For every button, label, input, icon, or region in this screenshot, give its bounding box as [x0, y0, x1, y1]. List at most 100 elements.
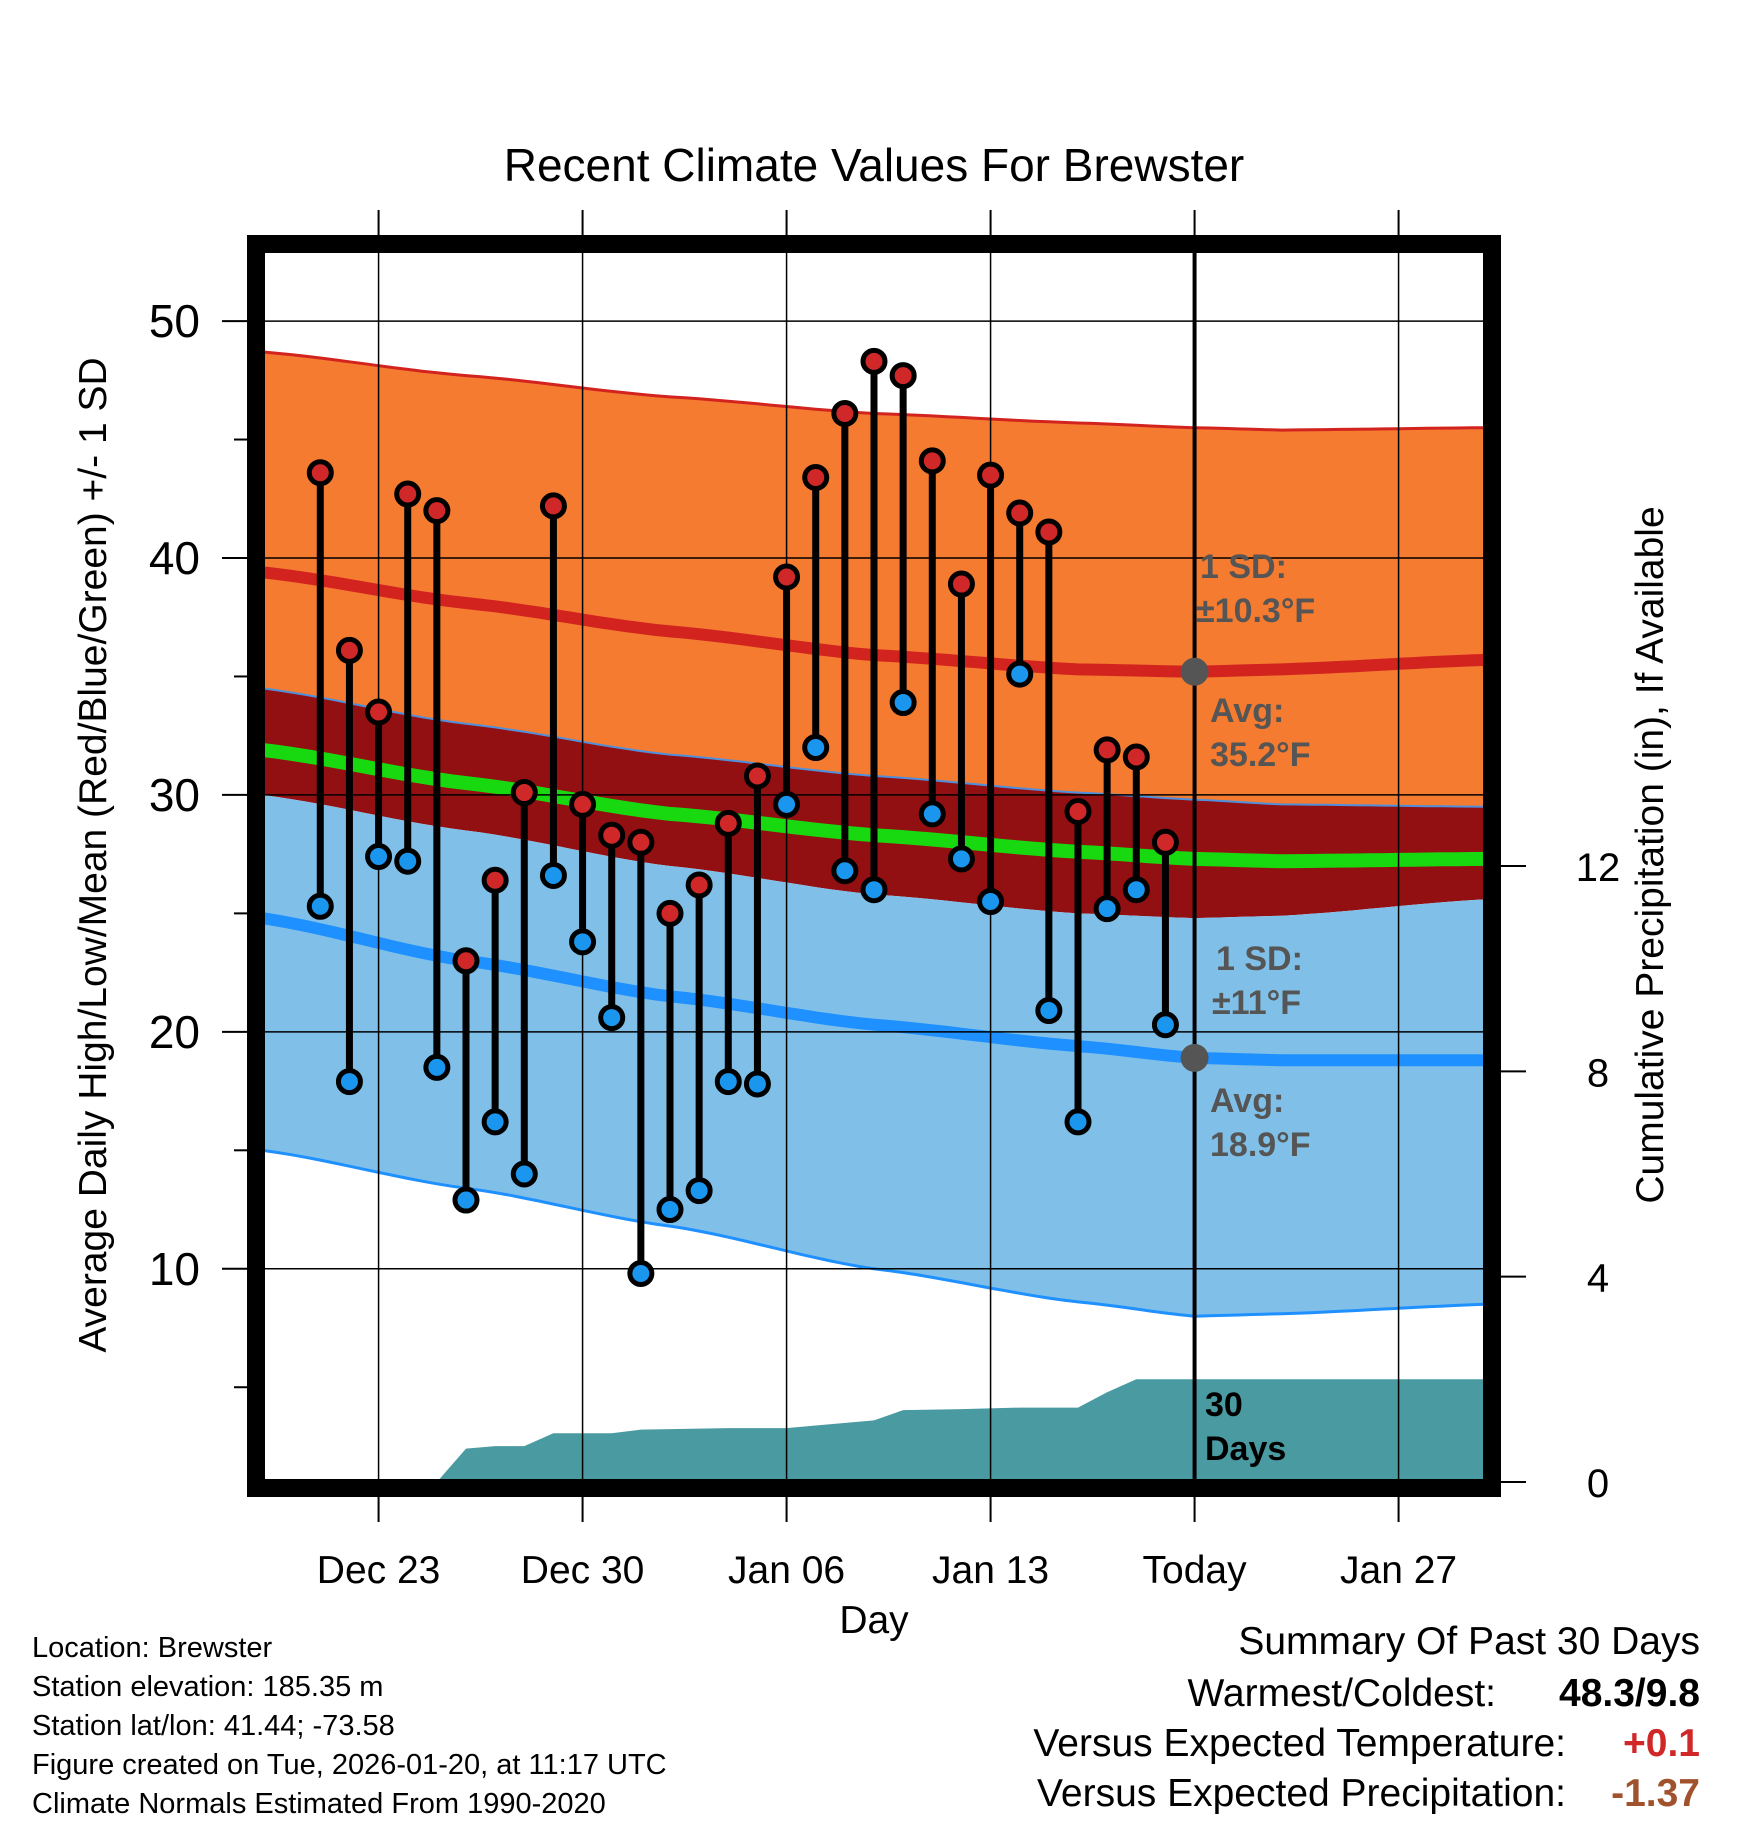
observed-high-point: [831, 399, 859, 427]
info-created: Figure created on Tue, 2026-01-20, at 11…: [32, 1749, 667, 1781]
observed-low-point: [947, 845, 975, 873]
y2-tick-label: 12: [1576, 846, 1621, 890]
observed-high-point: [598, 821, 626, 849]
summary-warmest-value: 48.3/9.8: [1559, 1672, 1700, 1715]
observed-low-point: [1122, 876, 1150, 904]
y2-tick-label: 0: [1587, 1462, 1609, 1506]
observed-high-point: [918, 447, 946, 475]
x-axis-label: Day: [839, 1599, 909, 1642]
observed-high-point: [1093, 736, 1121, 764]
observed-low-point: [365, 843, 393, 871]
observed-high-point: [481, 866, 509, 894]
observed-low-point: [685, 1177, 713, 1205]
high-sd-value: ±10.3°F: [1196, 592, 1315, 630]
summary-warmest-label: Warmest/Coldest:: [1187, 1672, 1496, 1715]
high-avg-value: 35.2°F: [1210, 736, 1311, 774]
observed-low-point: [860, 876, 888, 904]
observed-high-point: [510, 779, 538, 807]
observed-low-point: [743, 1070, 771, 1098]
observed-low-point: [1035, 997, 1063, 1025]
x-tick-label: Jan 27: [1340, 1549, 1457, 1592]
observed-low-point: [1064, 1108, 1092, 1136]
x-tick-label: Today: [1143, 1549, 1248, 1592]
observed-low-point: [918, 800, 946, 828]
summary-precip-label: Versus Expected Precipitation:: [1037, 1772, 1566, 1815]
observed-high-point: [1006, 499, 1034, 527]
observed-low-point: [569, 928, 597, 956]
observed-high-point: [860, 347, 888, 375]
observed-low-point: [1151, 1011, 1179, 1039]
observed-high-point: [335, 636, 363, 664]
observed-low-point: [714, 1068, 742, 1096]
precipitation-area: [262, 1379, 1486, 1482]
observations: [306, 347, 1179, 1288]
observed-high-point: [685, 871, 713, 899]
observed-low-point: [452, 1186, 480, 1214]
x-tick-label: Dec 23: [317, 1549, 441, 1592]
annotations: 1 SD: ±10.3°F Avg: 35.2°F 1 SD: ±11°F Avg: 18.9…: [1180, 548, 1315, 1468]
observed-low-point: [394, 847, 422, 875]
y-tick-label: 50: [149, 295, 200, 347]
y2-axis-label: Cumulative Precipitation (in), If Availa…: [1629, 506, 1672, 1203]
y-tick-label: 20: [149, 1006, 200, 1058]
observed-high-point: [627, 828, 655, 856]
observed-high-point: [1035, 518, 1063, 546]
y-tick-label: 40: [149, 532, 200, 584]
low-avg-value: 18.9°F: [1210, 1126, 1311, 1164]
observed-low-point: [510, 1160, 538, 1188]
observed-low-point: [977, 888, 1005, 916]
observed-high-point: [802, 463, 830, 491]
observed-high-point: [423, 497, 451, 525]
low-sd-value: ±11°F: [1212, 984, 1301, 1022]
observed-high-point: [714, 809, 742, 837]
axes: 10 20 30 40 50 0 4 8 12 Dec 23 Dec 30 Jan 06 Jan 13 T…: [149, 210, 1620, 1592]
observed-high-point: [656, 899, 684, 927]
info-latlon: Station lat/lon: 41.44; -73.58: [32, 1710, 395, 1742]
observed-low-point: [539, 861, 567, 889]
x-tick-label: Jan 13: [932, 1549, 1049, 1592]
summary-temp-value: +0.1: [1623, 1722, 1700, 1765]
high-avg-label: Avg:: [1210, 692, 1284, 730]
y-tick-label: 30: [149, 769, 200, 821]
observed-low-point: [598, 1004, 626, 1032]
observed-high-point: [743, 762, 771, 790]
observed-high-point: [394, 480, 422, 508]
observed-low-point: [656, 1196, 684, 1224]
observed-low-point: [481, 1108, 509, 1136]
y2-tick-label: 4: [1587, 1257, 1609, 1301]
observed-high-point: [452, 947, 480, 975]
precip-days-number: 30: [1205, 1386, 1243, 1424]
x-tick-label: Dec 30: [521, 1549, 645, 1592]
observed-high-point: [1064, 798, 1092, 826]
low-sd-band: [262, 794, 1486, 1317]
observed-high-point: [365, 698, 393, 726]
observed-high-point: [947, 570, 975, 598]
observed-low-point: [1093, 895, 1121, 923]
low-avg-today-dot: [1180, 1043, 1209, 1072]
observed-low-point: [423, 1053, 451, 1081]
observed-low-point: [335, 1068, 363, 1096]
y2-tick-label: 8: [1587, 1051, 1609, 1095]
observed-high-point: [539, 492, 567, 520]
observed-high-point: [977, 461, 1005, 489]
observed-low-point: [306, 892, 334, 920]
high-sd-label: 1 SD:: [1200, 548, 1287, 586]
summary-precip-value: -1.37: [1611, 1772, 1700, 1815]
x-tick-label: Jan 06: [728, 1549, 845, 1592]
low-avg-label: Avg:: [1210, 1082, 1284, 1120]
chart-title: Recent Climate Values For Brewster: [504, 139, 1245, 191]
info-normals: Climate Normals Estimated From 1990-2020: [32, 1788, 606, 1820]
observed-high-point: [889, 362, 917, 390]
low-sd-label: 1 SD:: [1216, 940, 1303, 978]
observed-low-point: [627, 1260, 655, 1288]
observed-low-point: [773, 790, 801, 818]
y-tick-label: 10: [149, 1243, 200, 1295]
observed-high-point: [1122, 743, 1150, 771]
summary-title: Summary Of Past 30 Days: [1238, 1620, 1700, 1663]
observed-low-point: [889, 689, 917, 717]
summary-temp-label: Versus Expected Temperature:: [1033, 1722, 1566, 1765]
observed-low-point: [802, 734, 830, 762]
precip-days-label: Days: [1205, 1430, 1286, 1468]
precip-cumulative-area: [262, 1379, 1486, 1482]
